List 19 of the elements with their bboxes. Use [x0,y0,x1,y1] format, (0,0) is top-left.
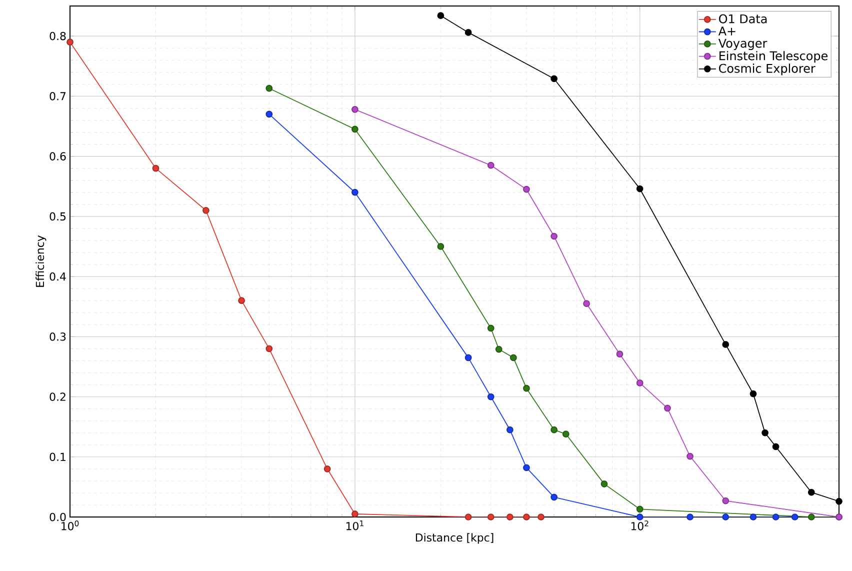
legend-label: Einstein Telescope [720,51,828,63]
y-axis-title: Efficiency [36,235,46,287]
y-tick-label: 0.0 [50,512,66,522]
y-tick-label: 0.5 [50,212,66,221]
x-tick-label: 10$^{1}$ [346,520,364,530]
x-tick-label: 10$^{0}$ [62,520,79,530]
y-tick-label: 0.8 [50,32,66,40]
legend-label: A+ [718,26,736,36]
y-tick-label: 0.7 [50,92,66,100]
legend-label: Cosmic Explorer [719,64,816,76]
x-axis-title: Distance [kpc] [416,533,494,544]
y-tick-label: 0.2 [50,392,66,401]
y-tick-label: 0.1 [50,452,66,462]
y-tick-label: 0.3 [50,332,66,341]
legend-label: Voyager [718,38,768,50]
y-tick-label: 0.6 [50,152,66,160]
legend-label: O1 Data [719,14,767,24]
y-tick-label: 0.4 [50,272,66,281]
x-tick-label: 10$^{2}$ [631,520,648,530]
